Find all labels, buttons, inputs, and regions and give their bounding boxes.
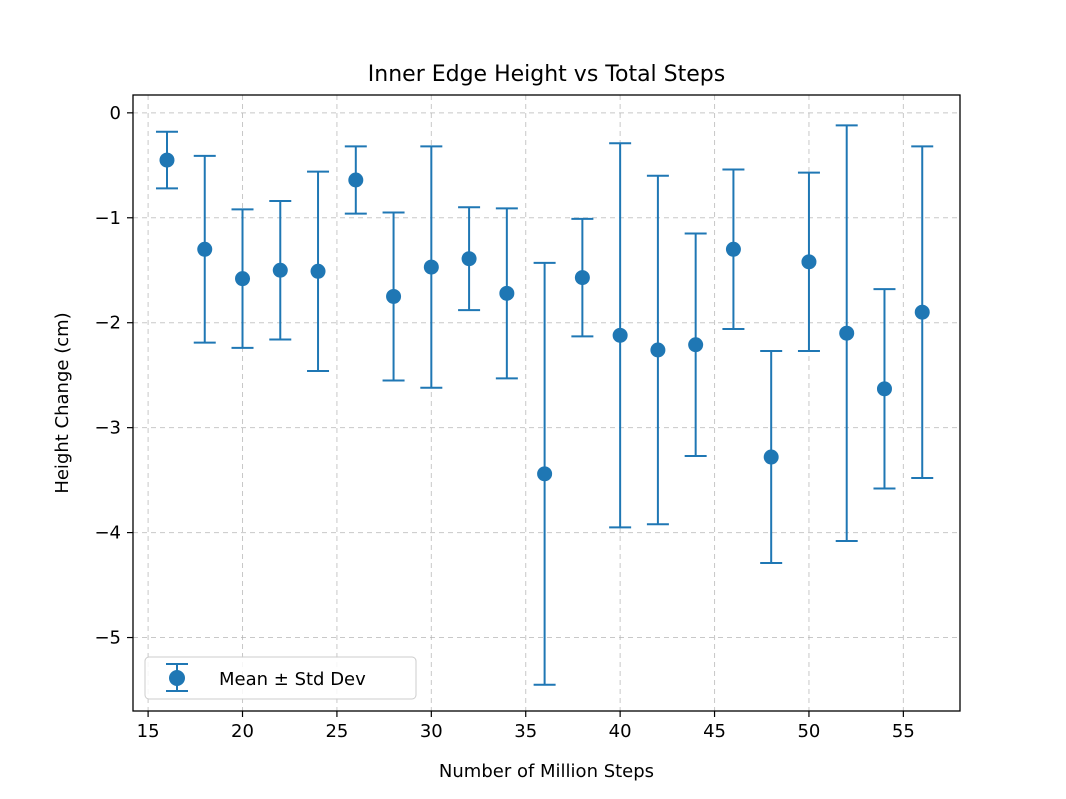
data-point — [272, 262, 288, 278]
data-point — [159, 152, 175, 168]
x-tick-label: 15 — [137, 721, 160, 742]
chart-title: Inner Edge Height vs Total Steps — [368, 62, 725, 87]
x-tick-label: 50 — [797, 721, 820, 742]
data-point — [801, 254, 817, 270]
axis-ticks: 15 20 25 30 35 40 45 50 55 0 −1 −2 −3 −4 −5 — [94, 103, 914, 742]
x-tick-label: 45 — [703, 721, 726, 742]
data-point — [348, 172, 364, 188]
data-point — [310, 263, 326, 279]
y-tick-label: −5 — [94, 628, 121, 649]
data-point — [876, 381, 892, 397]
legend-label: Mean ± Std Dev — [219, 669, 366, 690]
data-point — [499, 285, 515, 301]
x-tick-label: 55 — [892, 721, 915, 742]
y-axis-label: Height Change (cm) — [52, 312, 73, 493]
legend-box — [144, 656, 417, 700]
x-tick-label: 20 — [231, 721, 254, 742]
legend: Mean ± Std Dev — [144, 656, 417, 700]
data-point — [725, 241, 741, 257]
y-tick-label: −4 — [94, 523, 121, 544]
data-point — [650, 342, 666, 358]
y-tick-label: −2 — [94, 313, 121, 334]
data-point — [386, 288, 402, 304]
plot-area — [155, 124, 934, 686]
data-point — [763, 449, 779, 465]
legend-marker-icon — [169, 670, 185, 686]
data-point — [537, 466, 553, 482]
data-point — [612, 327, 628, 343]
data-point — [839, 325, 855, 341]
y-tick-label: 0 — [110, 103, 121, 124]
data-point — [461, 251, 477, 267]
y-tick-label: −1 — [94, 208, 121, 229]
data-point — [574, 270, 590, 286]
x-tick-label: 25 — [325, 721, 348, 742]
data-point — [197, 241, 213, 257]
axes-frame — [132, 94, 961, 712]
x-axis-label: Number of Million Steps — [439, 761, 654, 782]
x-tick-label: 35 — [514, 721, 537, 742]
data-point — [914, 304, 930, 320]
data-point — [688, 337, 704, 353]
x-tick-label: 40 — [609, 721, 632, 742]
data-point — [423, 259, 439, 275]
y-tick-label: −3 — [94, 418, 121, 439]
x-tick-label: 30 — [420, 721, 443, 742]
data-point — [235, 271, 251, 287]
